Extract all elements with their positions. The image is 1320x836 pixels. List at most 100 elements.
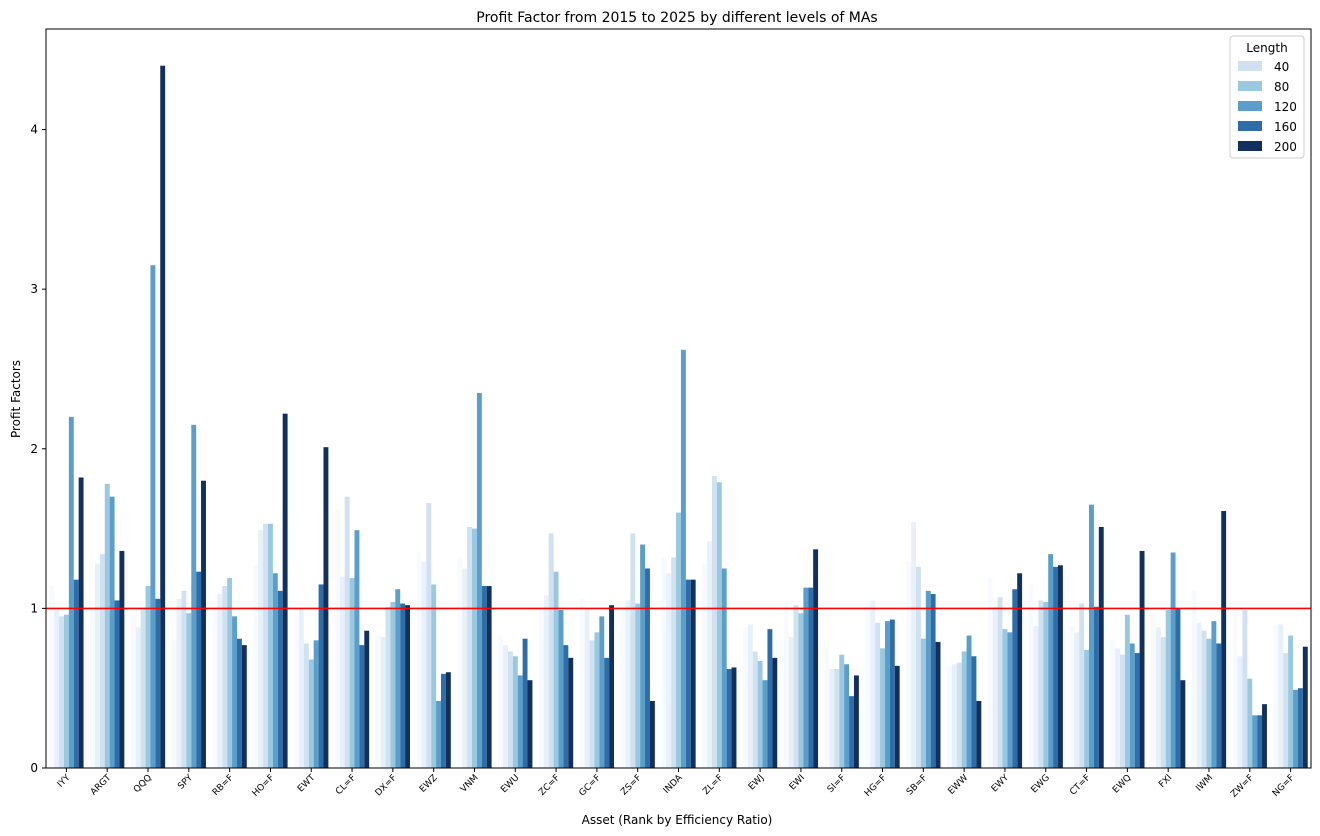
bar-len-200-ZS=F	[649, 700, 655, 768]
bar-len-40-SPY	[181, 590, 187, 768]
plot-area: IYY ARGT QQQ SPY RB=F HO=F EWT CL=F DX=F EWZ VNM EW…	[30, 28, 1312, 800]
bar-len-200-HO=F	[282, 413, 288, 768]
bar-len-120-EWY	[1007, 632, 1013, 768]
x-tick-label: SPY	[176, 773, 195, 792]
bar-faint-0-GC=F	[579, 598, 585, 768]
bar-faint-0-EWQ	[1110, 640, 1116, 768]
bar-len-80-EWW	[961, 651, 967, 768]
bar-len-160-RB=F	[236, 638, 242, 768]
bar-len-40-EWU	[507, 651, 513, 768]
bar-faint-0-SPY	[171, 640, 177, 768]
x-tick-label: ZS=F	[619, 773, 643, 797]
bar-len-120-ZC=F	[558, 609, 564, 768]
bar-len-200-ZL=F	[731, 667, 737, 768]
bar-len-40-SB=F	[915, 566, 921, 768]
bar-len-160-NG=F	[1297, 688, 1303, 768]
bar-len-80-CL=F	[349, 578, 355, 768]
bar-len-160-FXI	[1175, 608, 1181, 768]
bar-len-160-IYY	[73, 579, 79, 768]
bar-len-160-ZL=F	[726, 669, 732, 768]
bar-len-40-VNM	[467, 526, 473, 768]
x-tick-label: EWQ	[1111, 773, 1133, 795]
bar-len-40-INDA	[671, 557, 677, 768]
bar-len-40-FXI	[1160, 637, 1166, 768]
bar-faint-0-CT=F	[1069, 625, 1075, 768]
x-tick-label: GC=F	[578, 773, 603, 798]
x-tick-label: ZW=F	[1229, 773, 1256, 800]
bar-len-200-EWG	[1058, 565, 1063, 768]
bar-len-160-QQQ	[155, 598, 161, 768]
bar-faint-1-QQQ	[135, 627, 141, 768]
legend-swatch-200	[1238, 141, 1262, 151]
bar-len-120-ARGT	[109, 496, 115, 768]
bar-faint-1-EWW	[951, 664, 957, 768]
bar-len-160-EWZ	[441, 673, 446, 768]
bar-len-40-EWY	[997, 597, 1003, 768]
bar-len-40-EWJ	[752, 651, 758, 768]
x-tick-label: IYY	[56, 773, 73, 790]
bar-len-120-EWJ	[762, 680, 768, 768]
bar-faint-0-IYY	[49, 586, 55, 768]
x-tick-label: EWW	[947, 773, 971, 797]
bar-len-40-DX=F	[385, 606, 391, 768]
bar-len-120-EWW	[966, 635, 972, 768]
bar-len-200-RB=F	[241, 645, 247, 768]
bar-faint-1-ZW=F	[1237, 656, 1243, 768]
bar-len-160-CT=F	[1093, 606, 1099, 768]
bar-faint-0-QQQ	[130, 616, 136, 768]
legend-label-160: 160	[1274, 120, 1297, 134]
legend-title: Length	[1246, 41, 1287, 55]
bar-len-40-IWM	[1201, 630, 1207, 768]
x-tick-label: EWU	[499, 773, 521, 795]
bar-len-80-EWJ	[757, 661, 763, 768]
x-tick-label: CL=F	[334, 773, 358, 797]
bar-len-80-ARGT	[104, 483, 110, 768]
bar-len-120-DX=F	[395, 589, 401, 768]
bar-len-120-INDA	[680, 349, 686, 768]
y-tick-label: 4	[30, 123, 38, 137]
bar-len-160-DX=F	[400, 603, 406, 768]
bar-len-80-EWZ	[431, 584, 437, 768]
bar-len-120-EWG	[1048, 554, 1054, 768]
bar-len-120-FXI	[1170, 552, 1176, 768]
x-tick-label: IWM	[1194, 773, 1215, 794]
bar-faint-0-EWU	[498, 635, 504, 768]
bar-faint-0-INDA	[661, 557, 667, 768]
bar-faint-1-SPY	[176, 598, 182, 768]
bar-len-80-ZL=F	[716, 482, 722, 768]
bar-faint-1-VNM	[462, 568, 468, 768]
bar-len-160-ARGT	[114, 600, 120, 768]
bar-len-200-ZC=F	[568, 657, 574, 768]
bar-len-160-IWM	[1216, 643, 1222, 768]
bar-faint-0-ZC=F	[538, 609, 544, 768]
bar-len-40-ZW=F	[1242, 609, 1248, 768]
bar-faint-0-EWZ	[416, 552, 422, 768]
bar-faint-0-EWY	[987, 578, 993, 768]
bar-len-160-ZC=F	[563, 645, 569, 768]
bar-len-80-ZW=F	[1247, 678, 1253, 768]
bar-len-80-ZC=F	[553, 571, 559, 768]
bar-faint-0-EWT	[294, 616, 299, 768]
bar-faint-1-IYY	[54, 608, 60, 768]
bar-len-200-GC=F	[609, 605, 615, 768]
bar-len-80-QQQ	[145, 586, 151, 768]
bar-len-120-EWI	[803, 587, 809, 768]
bar-len-120-NG=F	[1293, 689, 1298, 768]
bar-len-80-EWY	[1002, 629, 1008, 768]
bar-faint-0-HO=F	[253, 565, 259, 768]
bar-faint-1-NG=F	[1278, 624, 1284, 768]
x-tick-label: ZL=F	[701, 773, 725, 797]
legend-label-40: 40	[1274, 60, 1289, 74]
bar-len-40-HO=F	[263, 523, 268, 768]
bar-len-80-EWQ	[1124, 614, 1130, 768]
bar-faint-0-EWI	[783, 602, 789, 768]
bar-faint-0-ARGT	[90, 609, 95, 768]
bar-faint-1-RB=F	[217, 594, 223, 768]
bar-len-40-ARGT	[99, 554, 105, 768]
bar-len-160-ZS=F	[645, 568, 650, 768]
legend-swatch-160	[1238, 121, 1262, 131]
bar-len-80-FXI	[1165, 609, 1171, 768]
bar-faint-1-EWZ	[421, 562, 427, 768]
bar-len-80-HO=F	[267, 523, 273, 768]
bar-len-120-HO=F	[272, 573, 278, 768]
